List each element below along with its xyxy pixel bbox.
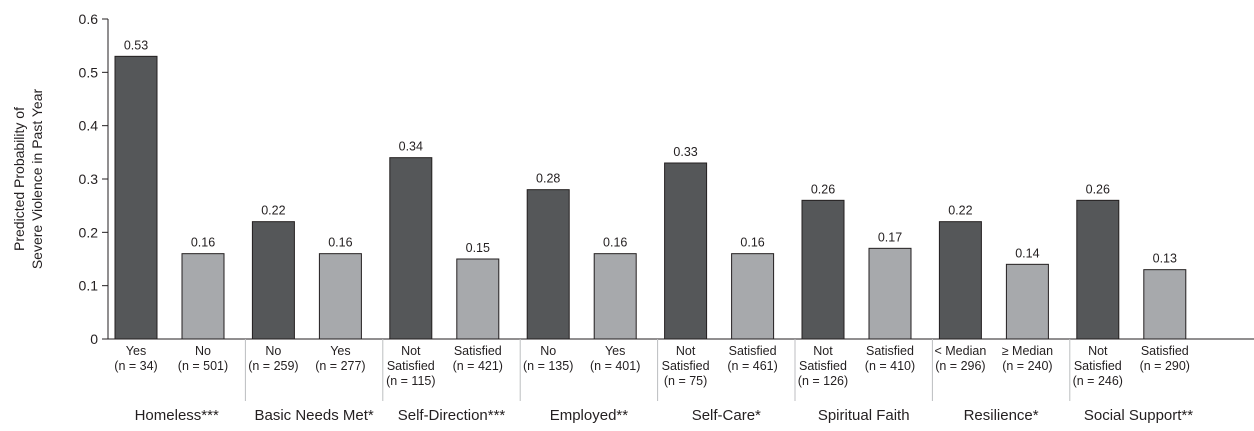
bar [114, 55, 158, 340]
bar [1143, 269, 1187, 340]
bar [868, 247, 912, 340]
x-category-label: No [265, 344, 281, 358]
data-label: 0.34 [399, 140, 423, 154]
x-category-label: Satisfied [387, 359, 435, 373]
y-tick-label: 0.6 [79, 11, 99, 27]
x-category-label: (n = 410) [865, 359, 915, 373]
x-group-label: Basic Needs Met* [254, 407, 373, 424]
bar [801, 199, 845, 340]
y-axis-title: Severe Violence in Past Year [29, 89, 45, 270]
x-category-label: No [540, 344, 556, 358]
y-tick-label: 0.4 [79, 118, 99, 134]
y-tick-label: 0.2 [79, 224, 99, 240]
x-category-label: Yes [126, 344, 146, 358]
x-category-label: (n = 34) [114, 359, 157, 373]
y-tick-label: 0.5 [79, 64, 99, 80]
x-category-label: < Median [935, 344, 987, 358]
x-category-label: (n = 246) [1073, 374, 1123, 388]
data-label: 0.15 [466, 241, 490, 255]
x-group-label: Social Support** [1084, 407, 1193, 424]
x-category-label: ≥ Median [1002, 344, 1053, 358]
bar [456, 258, 500, 340]
x-category-label: (n = 115) [386, 374, 435, 388]
x-category-label: Yes [605, 344, 625, 358]
x-category-label: (n = 240) [1002, 359, 1052, 373]
x-category-label: (n = 75) [664, 374, 707, 388]
data-label: 0.26 [811, 182, 835, 196]
y-tick-label: 0.3 [79, 171, 99, 187]
x-group-label: Self-Care* [692, 407, 761, 424]
x-category-label: Satisfied [799, 359, 847, 373]
x-category-label: Not [676, 344, 696, 358]
x-category-label: (n = 401) [590, 359, 640, 373]
x-category-label: Satisfied [1074, 359, 1122, 373]
data-label: 0.28 [536, 172, 560, 186]
data-label: 0.16 [328, 236, 352, 250]
y-axis-title: Predicted Probability of [11, 107, 27, 251]
x-category-label: Not [401, 344, 421, 358]
bar [1076, 199, 1120, 340]
bar [1005, 263, 1049, 340]
bar [664, 162, 708, 340]
data-label: 0.14 [1015, 246, 1039, 260]
data-label: 0.22 [261, 204, 285, 218]
x-category-label: Satisfied [729, 344, 777, 358]
data-label: 0.26 [1086, 182, 1110, 196]
x-category-label: Not [813, 344, 833, 358]
x-category-label: Not [1088, 344, 1108, 358]
x-category-label: (n = 501) [178, 359, 228, 373]
bar [731, 253, 775, 340]
x-group-label: Employed** [550, 407, 629, 424]
bar [526, 189, 570, 340]
y-tick-label: 0.1 [79, 278, 99, 294]
data-label: 0.33 [673, 145, 697, 159]
data-label: 0.16 [603, 236, 627, 250]
x-category-label: (n = 421) [453, 359, 503, 373]
bar [593, 253, 637, 340]
x-category-label: Satisfied [866, 344, 914, 358]
bar [251, 221, 295, 340]
x-category-label: (n = 126) [798, 374, 848, 388]
x-category-label: (n = 461) [727, 359, 777, 373]
data-label: 0.16 [740, 236, 764, 250]
data-label: 0.22 [948, 204, 972, 218]
x-category-label: (n = 277) [315, 359, 365, 373]
x-group-label: Resilience* [964, 407, 1039, 424]
bar [389, 157, 433, 340]
x-group-label: Self-Direction*** [398, 407, 506, 424]
data-label: 0.53 [124, 38, 148, 52]
data-label: 0.13 [1153, 252, 1177, 266]
x-category-label: (n = 135) [523, 359, 573, 373]
data-label: 0.17 [878, 230, 902, 244]
bar [318, 253, 362, 340]
x-category-label: Yes [330, 344, 350, 358]
x-category-label: Satisfied [1141, 344, 1189, 358]
x-category-label: Satisfied [662, 359, 710, 373]
x-group-label: Homeless*** [135, 407, 219, 424]
bar [181, 253, 225, 340]
x-category-label: No [195, 344, 211, 358]
x-category-label: (n = 290) [1140, 359, 1190, 373]
bar [938, 221, 982, 340]
y-tick-label: 0 [90, 331, 98, 347]
data-label: 0.16 [191, 236, 215, 250]
x-category-label: (n = 259) [248, 359, 298, 373]
x-group-label: Spiritual Faith [818, 407, 910, 424]
x-category-label: Satisfied [454, 344, 502, 358]
x-category-label: (n = 296) [935, 359, 985, 373]
